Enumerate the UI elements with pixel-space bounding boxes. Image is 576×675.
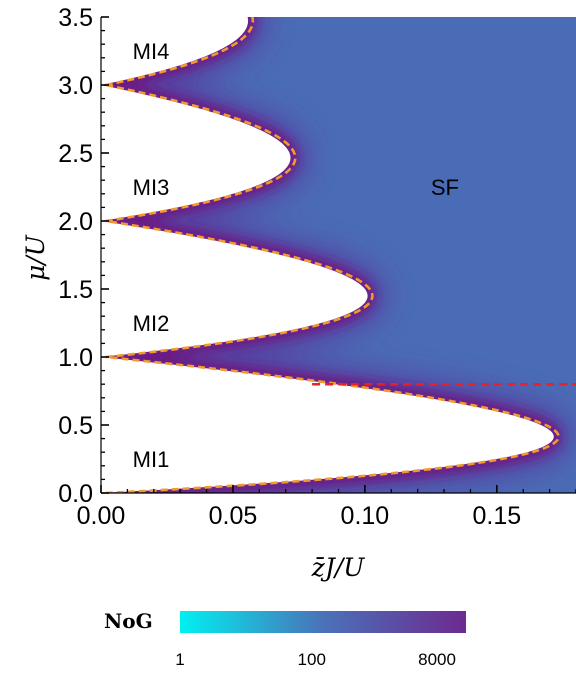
lobe-glow-narrow-4 xyxy=(101,17,257,94)
phase-boundary-2 xyxy=(105,219,374,359)
y-tick-label: 0.0 xyxy=(58,480,93,508)
colorbar-ticks: 1 100 8000 xyxy=(175,650,456,669)
phase-boundary-3 xyxy=(105,83,297,223)
mott-lobe-1 xyxy=(101,357,554,493)
colorbar: NoG 1 100 8000 xyxy=(104,609,466,669)
y-axis-label: μ/U xyxy=(21,234,50,281)
y-tick-label: 3.5 xyxy=(58,4,93,32)
x-tick-label: 0.15 xyxy=(472,502,521,530)
y-tick-label: 3.0 xyxy=(58,72,93,100)
x-tick-label: 0.05 xyxy=(209,502,258,530)
region-label-mi1: MI1 xyxy=(133,447,170,472)
phase-boundary-4 xyxy=(105,17,255,87)
plot-area xyxy=(101,17,576,493)
colorbar-tick-label: 100 xyxy=(298,650,326,669)
x-tick-label: 0.00 xyxy=(77,502,126,530)
colorbar-tick-label: 1 xyxy=(175,650,184,669)
region-label-mi3: MI3 xyxy=(133,175,170,200)
x-axis-label: z̄J/U xyxy=(311,553,366,582)
x-tick-label: 0.10 xyxy=(341,502,390,530)
colorbar-gradient xyxy=(180,611,466,633)
y-tick-label: 2.5 xyxy=(58,140,93,168)
mott-lobes xyxy=(101,17,554,493)
y-tick-label: 0.5 xyxy=(58,412,93,440)
axes: 0.0 0.5 1.0 1.5 2.0 2.5 3.0 3.5 0.00 0.05 0.10 0.15 xyxy=(58,4,576,530)
region-label-sf: SF xyxy=(431,175,459,200)
y-tick-label: 1.5 xyxy=(58,276,93,304)
region-label-mi2: MI2 xyxy=(133,311,170,336)
mott-lobe-2 xyxy=(101,221,368,357)
phase-boundaries xyxy=(105,17,560,493)
mott-lobe-4 xyxy=(101,17,249,85)
y-tick-label: 1.0 xyxy=(58,344,93,372)
region-labels: MI1 MI2 MI3 MI4 SF xyxy=(133,39,459,472)
region-label-mi4: MI4 xyxy=(133,39,170,64)
mott-lobe-3 xyxy=(101,85,291,221)
colorbar-tick-label: 8000 xyxy=(418,650,456,669)
phase-boundary-1 xyxy=(105,355,560,493)
y-tick-label: 2.0 xyxy=(58,208,93,236)
colorbar-title: NoG xyxy=(104,609,153,633)
